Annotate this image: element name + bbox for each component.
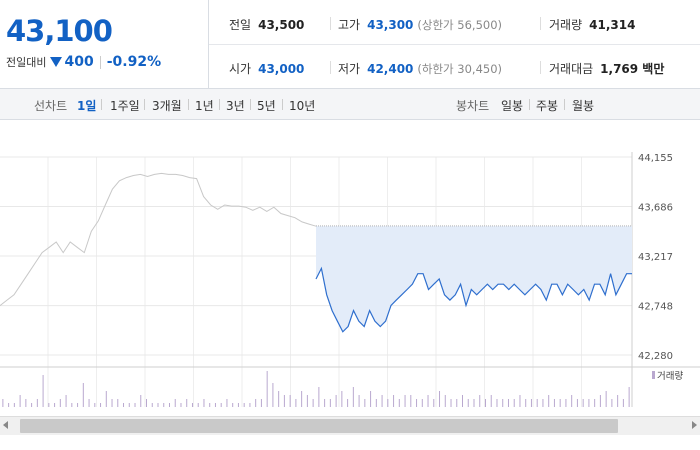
chart-svg: 44,155 43,686 43,217 42,748 42,280 거래량 (0, 152, 700, 407)
high-value: 43,300 (367, 17, 414, 32)
tab-1-week[interactable]: 1주일 (110, 99, 140, 113)
change-row: 전일대비 400 -0.92% (6, 54, 161, 70)
tab-monthly-candle[interactable]: 월봉 (572, 99, 595, 113)
volume-legend-label: 거래량 (657, 370, 683, 382)
current-price: 43,100 (6, 14, 113, 48)
volume-value: 41,314 (589, 17, 636, 32)
divider (330, 61, 331, 74)
tab-weekly-candle[interactable]: 주봉 (536, 99, 559, 113)
high-label: 고가 (338, 18, 361, 32)
upper-limit-value: (상한가 56,500) (417, 17, 503, 32)
tab-divider (529, 99, 530, 110)
scrollbar-thumb[interactable] (20, 419, 618, 433)
row-divider (209, 44, 700, 45)
change-percent: -0.92% (106, 54, 162, 70)
line-chart-label: 선차트 (34, 99, 68, 113)
open-label: 시가 (229, 62, 252, 76)
y-tick-label: 43,686 (638, 203, 673, 214)
tab-divider (250, 99, 251, 110)
y-tick-label: 42,748 (638, 302, 673, 313)
tab-daily-candle[interactable]: 일봉 (501, 99, 524, 113)
change-label: 전일대비 (6, 56, 47, 69)
tab-3-months[interactable]: 3개월 (152, 99, 182, 113)
volume-cell: 거래량 41,314 (549, 16, 635, 33)
series-line-today (315, 266, 632, 333)
scroll-left-icon[interactable] (3, 421, 8, 429)
tab-1-year[interactable]: 1년 (195, 99, 214, 113)
prev-close-cell: 전일 43,500 (229, 16, 304, 33)
volume-label: 거래량 (549, 18, 583, 32)
tab-divider (219, 99, 220, 110)
low-cell: 저가 42,400 (하한가 30,450) (338, 60, 502, 77)
trade-value-label: 거래대금 (549, 62, 594, 76)
tab-divider (282, 99, 283, 110)
tab-3-years[interactable]: 3년 (226, 99, 245, 113)
trade-value-value: 1,769 백만 (600, 62, 665, 76)
down-triangle-icon (50, 57, 63, 67)
series-line-previous (0, 172, 317, 306)
tab-5-years[interactable]: 5년 (257, 99, 276, 113)
y-tick-label: 42,280 (638, 351, 673, 362)
divider (540, 17, 541, 30)
y-tick-label: 44,155 (638, 153, 673, 164)
low-value: 42,400 (367, 61, 414, 76)
tab-1-day[interactable]: 1일 (77, 99, 97, 113)
tab-divider (564, 99, 565, 110)
change-divider (99, 55, 101, 69)
open-value: 43,000 (258, 61, 305, 76)
tab-divider (188, 99, 189, 110)
scroll-right-icon[interactable] (692, 421, 697, 429)
y-tick-label: 43,217 (638, 252, 673, 263)
tab-divider (101, 99, 102, 110)
divider (330, 17, 331, 30)
price-chart: 44,155 43,686 43,217 42,748 42,280 거래량 (0, 120, 700, 416)
change-amount: 400 (64, 54, 94, 70)
stock-summary: 43,100 전일대비 400 -0.92% 전일 43,500 고가 43,3… (0, 0, 700, 89)
tab-10-years[interactable]: 10년 (289, 99, 316, 113)
prev-close-label: 전일 (229, 18, 252, 32)
chart-period-tabs: 선차트 1일 1주일 3개월 1년 3년 5년 10년 봉차트 일봉 주봉 월봉 (0, 89, 700, 120)
open-cell: 시가 43,000 (229, 60, 304, 77)
prev-close-value: 43,500 (258, 17, 305, 32)
low-label: 저가 (338, 62, 361, 76)
divider (540, 61, 541, 74)
high-cell: 고가 43,300 (상한가 56,500) (338, 16, 502, 33)
tab-divider (144, 99, 145, 110)
trade-value-cell: 거래대금 1,769 백만 (549, 60, 664, 77)
price-box: 43,100 전일대비 400 -0.92% (0, 0, 209, 88)
candle-chart-label: 봉차트 (456, 99, 490, 113)
series-area-today (316, 226, 632, 332)
volume-legend-swatch (652, 371, 655, 379)
chart-scrollbar[interactable] (0, 416, 700, 435)
lower-limit-value: (하한가 30,450) (417, 61, 503, 76)
